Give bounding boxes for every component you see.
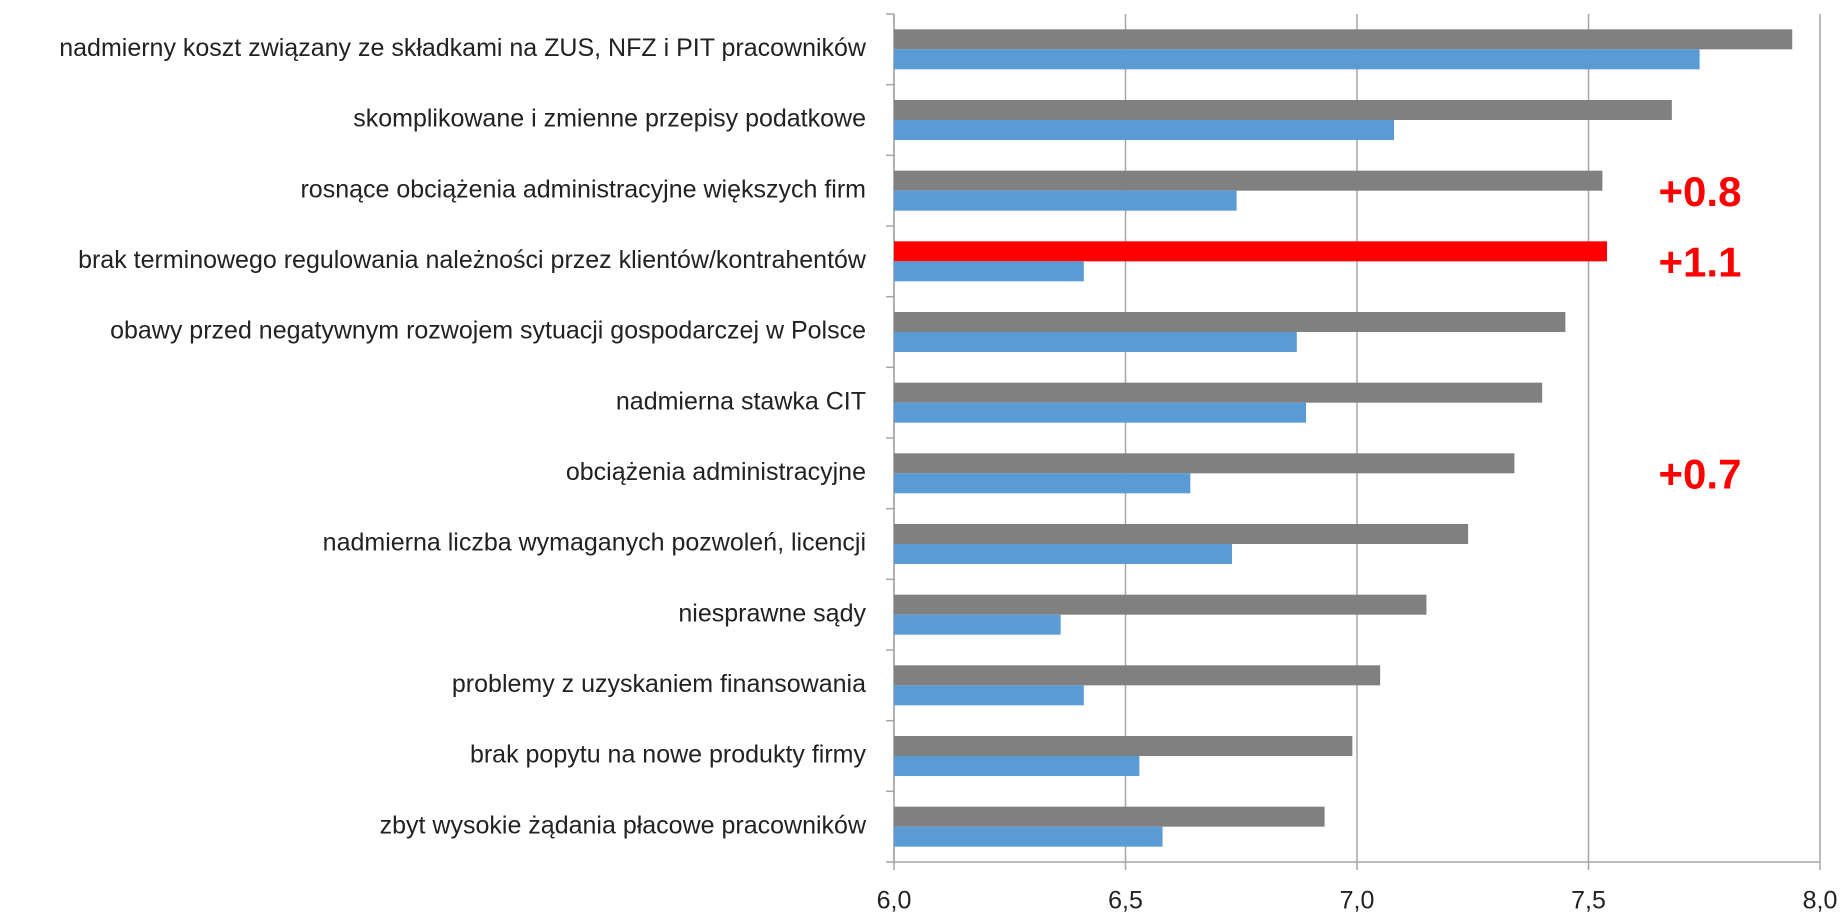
x-tick-label: 8,0 [1803, 887, 1838, 914]
bar [894, 524, 1469, 544]
category-label: zbyt wysokie żądania płacowe pracowników [380, 811, 867, 839]
category-label: nadmierna liczba wymaganych pozwoleń, li… [323, 529, 866, 557]
x-tick-label: 6,5 [1108, 887, 1143, 914]
bar [894, 29, 1793, 50]
bar [894, 261, 1084, 282]
x-tick-label: 7,0 [1340, 887, 1375, 914]
category-label: nadmierna stawka CIT [616, 387, 866, 415]
category-label: brak terminowego regulowania należności … [78, 246, 867, 274]
category-label: obawy przed negatywnym rozwojem sytuacji… [110, 317, 866, 345]
bar [894, 614, 1061, 635]
bar [894, 241, 1608, 262]
x-tick-label: 7,5 [1571, 887, 1606, 914]
bar [894, 382, 1543, 403]
bar [894, 312, 1566, 332]
bar [894, 473, 1191, 494]
bar [894, 806, 1325, 827]
annotation: +1.1 [1659, 238, 1742, 285]
bar [894, 120, 1395, 140]
category-label: rosnące obciążenia administracyjne więks… [300, 175, 866, 203]
bar [894, 544, 1232, 564]
bar [894, 100, 1672, 120]
bar [894, 665, 1381, 686]
bar [894, 594, 1427, 615]
category-label: problemy z uzyskaniem finansowania [452, 670, 866, 698]
bar [894, 685, 1084, 706]
bar [894, 756, 1140, 776]
category-label: nadmierny koszt związany ze składkami na… [59, 34, 867, 62]
bar [894, 190, 1237, 211]
category-label: skomplikowane i zmienne przepisy podatko… [353, 105, 866, 133]
bar [894, 453, 1515, 474]
bar [894, 332, 1297, 352]
x-tick-label: 6,0 [877, 887, 912, 914]
category-label: obciążenia administracyjne [566, 458, 866, 486]
bar [894, 49, 1700, 70]
annotation: +0.7 [1659, 450, 1742, 497]
bar [894, 170, 1603, 191]
bar [894, 402, 1307, 423]
bar [894, 736, 1353, 756]
annotation: +0.8 [1659, 168, 1742, 215]
category-label: niesprawne sądy [678, 599, 866, 627]
bar [894, 826, 1163, 847]
category-label: brak popytu na nowe produkty firmy [470, 741, 867, 769]
